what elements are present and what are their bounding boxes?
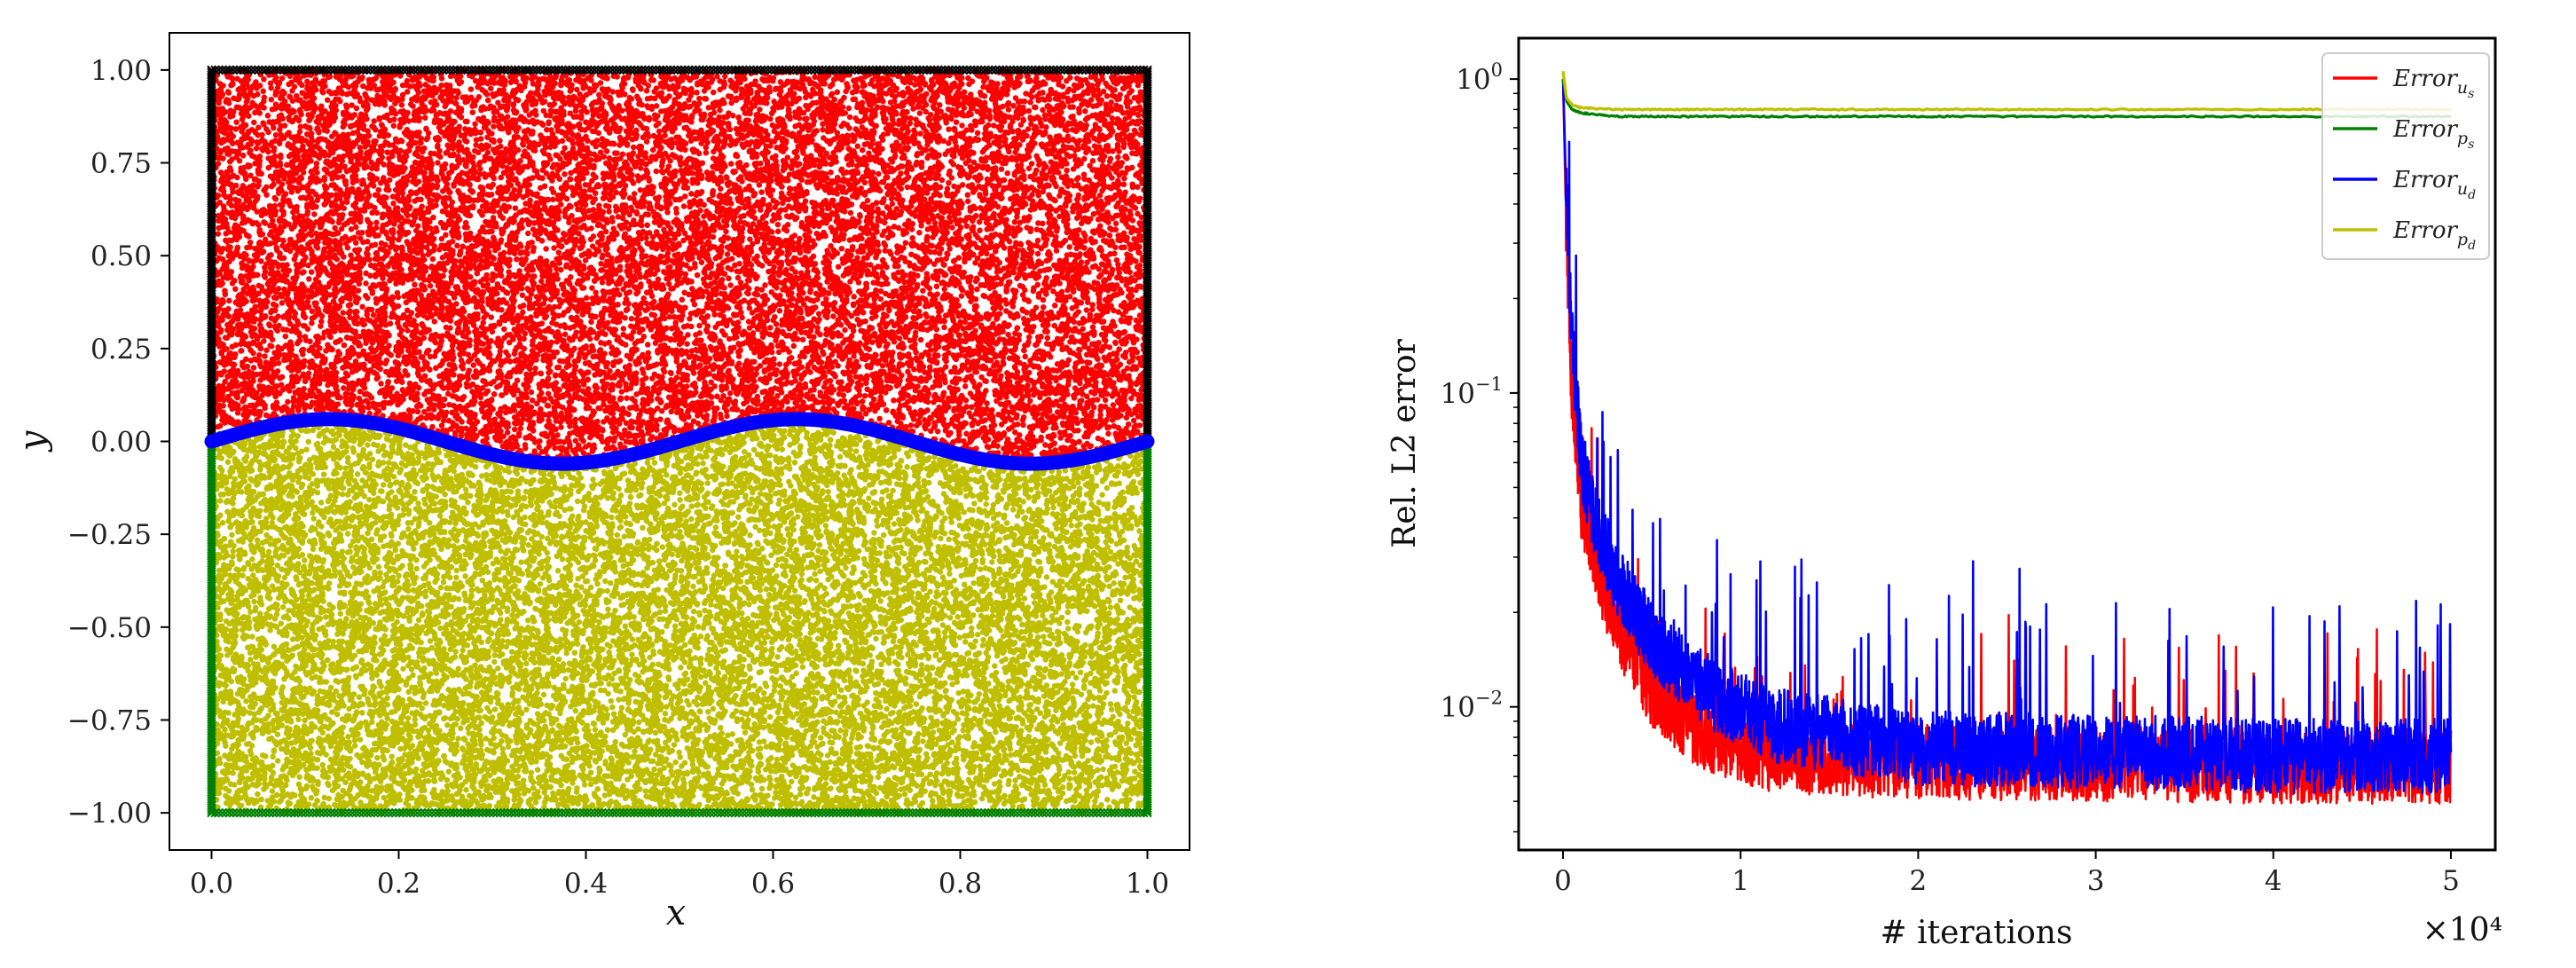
x-tick-label: 1.0: [1126, 868, 1169, 900]
series-line: [1561, 79, 2453, 795]
y-tick-label: −0.75: [67, 704, 152, 736]
legend: Errorus Errorps Errorud Errorpd: [2321, 52, 2490, 260]
y-tick-label: 0.75: [90, 148, 152, 180]
x-tick-label: 1: [1732, 865, 1749, 897]
x-axis-multiplier: ×10⁴: [2423, 912, 2502, 948]
y-tick-label: 0.50: [90, 240, 152, 272]
x-tick-label: 0.0: [190, 868, 233, 900]
series-line: [1561, 77, 2452, 119]
legend-label: Errorud: [2392, 167, 2476, 202]
x-axis-label: x: [666, 893, 687, 933]
x-axis-ticks-iterations: 0 1 2 3 4 5: [1554, 850, 2460, 897]
upper-domain-points: [208, 67, 1151, 467]
x-tick-label: 0.8: [939, 868, 982, 900]
series-line: [1561, 70, 2452, 112]
x-tick-label: 5: [2442, 865, 2460, 897]
x-tick-label: 0.6: [751, 868, 795, 900]
y-tick-label: 0.00: [90, 427, 152, 459]
x-tick-label: 0.2: [377, 868, 420, 900]
legend-label: Errorpd: [2392, 217, 2476, 253]
legend-box: [2321, 52, 2490, 260]
lower-boundary-markers: [207, 437, 1152, 818]
error-chart: 0 1 2 3 4 5 100 10−1 10−2 # iterations ×10⁴ Rel…: [1386, 36, 2502, 951]
x-tick-label: 4: [2265, 865, 2282, 897]
y-tick-label: −0.25: [67, 519, 152, 551]
lower-domain-points: [208, 416, 1151, 816]
x-tick-label: 3: [2087, 865, 2105, 897]
legend-label: Errorus: [2392, 66, 2474, 101]
y-tick-label: 10−1: [1441, 374, 1503, 410]
y-tick-label: 0.25: [90, 334, 152, 366]
x-axis-ticks: 0.0 0.2 0.4 0.6 0.8 1.0: [190, 850, 1169, 900]
y-tick-label: 10−2: [1441, 688, 1503, 724]
y-tick-label: 100: [1456, 59, 1503, 96]
y-axis-label: y: [12, 429, 53, 453]
y-tick-label: 1.00: [90, 55, 152, 87]
y-axis-ticks-log: 100 10−1 10−2: [1441, 59, 1519, 833]
boundary-markers: [207, 65, 1152, 818]
x-tick-label: 0: [1554, 865, 1572, 897]
legend-label: Errorps: [2392, 116, 2474, 152]
y-axis-ticks: 1.00 0.75 0.50 0.25 0.00 −0.25 −0.50 −0.75 −1.00: [67, 55, 169, 830]
y-tick-label: −0.50: [67, 612, 152, 644]
y-tick-label: −1.00: [67, 798, 152, 830]
interface-curve: [204, 412, 1155, 471]
x-axis-label-iterations: # iterations: [1881, 915, 2073, 951]
scatter-points: [208, 67, 1151, 816]
scatter-chart: 0.0 0.2 0.4 0.6 0.8 1.0 1.00 0.75 0.50 0.25 0.00 −…: [12, 32, 1190, 933]
upper-boundary-markers: [207, 65, 1152, 446]
error-plot-frame: [1517, 36, 2497, 852]
x-tick-label: 0.4: [564, 868, 608, 900]
x-tick-label: 2: [1910, 865, 1928, 897]
error-lines: [1561, 70, 2453, 805]
y-axis-label-error: Rel. L2 error: [1386, 338, 1423, 547]
